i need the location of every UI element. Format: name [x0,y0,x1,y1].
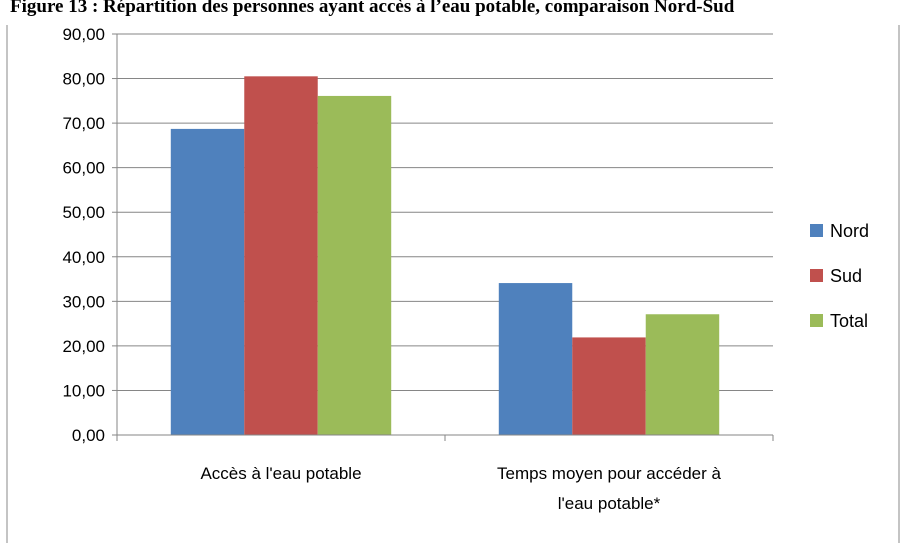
legend-label: Nord [830,221,869,241]
legend-swatch [810,269,823,282]
y-tick-label: 40,00 [62,248,105,267]
x-tick-label: Temps moyen pour accéder à [497,464,721,483]
x-tick-label: l'eau potable* [558,494,661,513]
y-tick-label: 30,00 [62,292,105,311]
y-tick-label: 80,00 [62,70,105,89]
bar [317,95,392,435]
legend-swatch [810,314,823,327]
legend-swatch [810,224,823,237]
y-tick-label: 10,00 [62,381,105,400]
y-tick-label: 0,00 [72,426,105,445]
bar [170,128,245,436]
y-tick-label: 60,00 [62,159,105,178]
bar [498,283,573,435]
x-tick-label: Accès à l'eau potable [200,464,361,483]
bar [244,76,318,436]
y-tick-label: 50,00 [62,203,105,222]
legend-label: Total [830,311,868,331]
legend: Nord Sud Total [810,221,869,331]
y-tick-label: 20,00 [62,337,105,356]
bar [572,337,646,435]
y-tick-label: 70,00 [62,114,105,133]
axes [116,34,774,441]
legend-label: Sud [830,266,862,286]
bar [645,314,720,435]
y-tick-label: 90,00 [62,25,105,44]
bars [170,76,720,436]
x-axis-labels: Accès à l'eau potable Temps moyen pour ac… [200,464,721,513]
chart-title: Figure 13 : Répartition des personnes ay… [10,0,735,17]
y-axis-ticks: 0,00 10,00 20,00 30,00 40,00 50,00 60,00 70,00 8… [62,25,117,445]
